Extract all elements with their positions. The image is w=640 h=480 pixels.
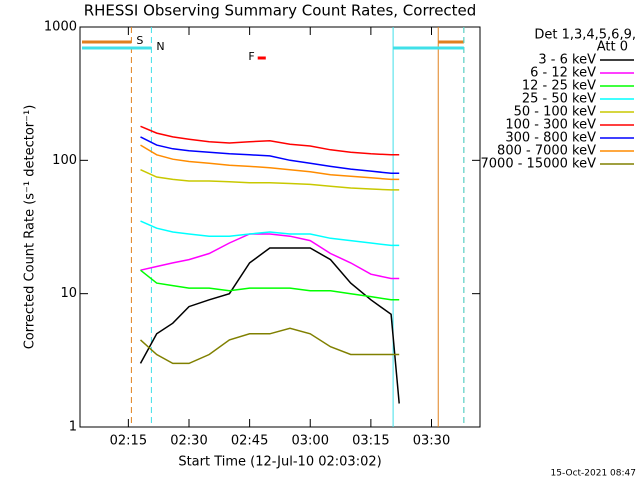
legend-label: 300 - 800 keV bbox=[505, 131, 596, 146]
event-label: N bbox=[156, 40, 164, 53]
y-tick-label: 1 bbox=[69, 420, 77, 435]
y-tick-label: 10 bbox=[60, 286, 77, 301]
series-line bbox=[139, 247, 400, 404]
legend-label: 6 - 12 keV bbox=[530, 66, 596, 81]
series-line bbox=[140, 169, 400, 191]
series-line bbox=[140, 233, 400, 280]
x-tick-label: 02:15 bbox=[110, 434, 147, 449]
legend-title: Att 0 bbox=[597, 40, 628, 55]
legend-label: 25 - 50 keV bbox=[522, 92, 596, 107]
legend-label: 12 - 25 keV bbox=[522, 79, 596, 94]
x-tick-label: 03:00 bbox=[292, 434, 329, 449]
flare-label: F bbox=[248, 50, 254, 63]
series-line bbox=[140, 144, 400, 181]
series-line bbox=[140, 220, 400, 247]
chart-title: RHESSI Observing Summary Count Rates, Co… bbox=[84, 2, 477, 20]
x-tick-label: 03:30 bbox=[413, 434, 450, 449]
x-tick-label: 02:30 bbox=[170, 434, 207, 449]
y-tick-label: 100 bbox=[52, 153, 77, 168]
legend-label: 50 - 100 keV bbox=[514, 105, 597, 120]
y-tick-label: 1000 bbox=[44, 20, 77, 35]
legend-title: Det 1,3,4,5,6,9, bbox=[534, 28, 636, 43]
legend-label: 3 - 6 keV bbox=[538, 53, 596, 68]
x-axis-label: Start Time (12-Jul-10 02:03:02) bbox=[178, 455, 381, 470]
legend-label: 800 - 7000 keV bbox=[497, 144, 596, 159]
series-line bbox=[140, 269, 400, 301]
legend-label: 100 - 300 keV bbox=[505, 118, 596, 133]
footer: 15-Oct-2021 08:47 bbox=[551, 469, 636, 479]
legend-label: 7000 - 15000 keV bbox=[481, 157, 597, 172]
series-line bbox=[140, 125, 400, 156]
x-tick-label: 03:15 bbox=[352, 434, 389, 449]
event-label: S bbox=[136, 34, 143, 47]
series-line bbox=[140, 136, 400, 175]
plot-frame bbox=[79, 26, 481, 428]
y-axis-label: Corrected Count Rate (s⁻¹ detector⁻¹) bbox=[23, 105, 38, 350]
x-tick-label: 02:45 bbox=[231, 434, 268, 449]
series-line bbox=[139, 327, 400, 365]
